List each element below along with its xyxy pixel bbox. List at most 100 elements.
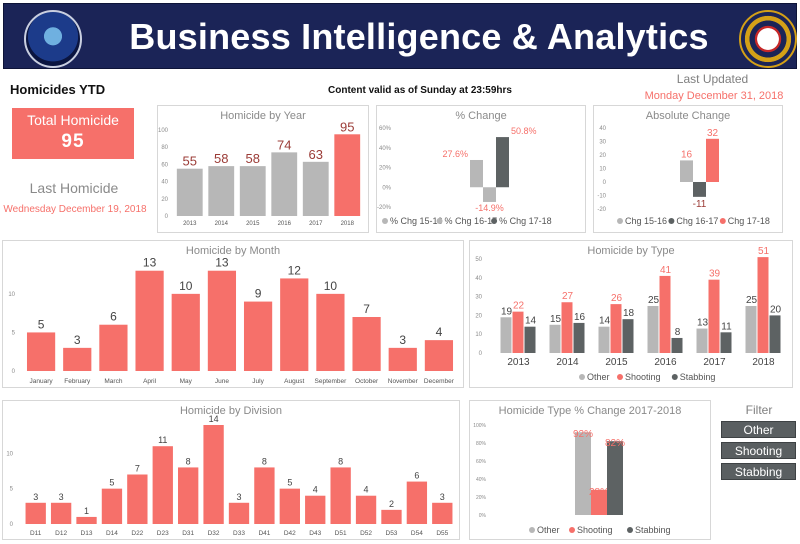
data-label: 18	[623, 308, 635, 319]
bar	[203, 425, 224, 524]
chart-title: Homicide by Type	[587, 245, 674, 257]
x-tick-label: D14	[106, 530, 118, 537]
legend-item: Chg 16-17	[676, 216, 718, 226]
x-tick-label: March	[104, 378, 122, 385]
legend-item: Chg 15-16	[625, 216, 667, 226]
x-tick-label: 2017	[703, 357, 726, 368]
x-tick-label: D51	[335, 530, 347, 537]
y-tick-label: 30	[475, 295, 482, 301]
legend-marker	[719, 218, 726, 224]
data-label: 27	[562, 291, 574, 302]
x-tick-label: D31	[182, 530, 194, 537]
data-label: 25	[746, 295, 758, 306]
x-tick-label: April	[143, 378, 157, 385]
data-label: 8	[262, 456, 267, 466]
y-tick-label: 50	[475, 257, 482, 263]
bar	[352, 317, 381, 371]
card-by-month: Homicide by Month 0 5 10 5 January 3 February 6 M…	[2, 240, 464, 388]
legend-item: Chg 17-18	[728, 216, 770, 226]
chart-title: Homicide by Division	[180, 405, 282, 417]
bar	[706, 138, 719, 182]
total-homicide-card: Total Homicide 95	[12, 108, 134, 159]
card-by-type: Homicide by Type 0 10 20 30 40 50 19 22 14 2013 15 2…	[469, 240, 793, 388]
filter-shooting-button[interactable]: Shooting	[721, 442, 796, 459]
y-tick-label: 10	[8, 292, 15, 298]
bar	[254, 467, 275, 524]
bar	[622, 319, 634, 353]
x-tick-label: D55	[436, 530, 448, 537]
data-label: 13	[697, 318, 709, 329]
bar	[470, 159, 483, 188]
data-label: 14	[525, 316, 537, 327]
x-tick-label: February	[64, 378, 91, 385]
card-by-year: Homicide by Year 0 20 40 60 80 100 55 2013 58 2014…	[157, 105, 369, 233]
filter-other-button[interactable]: Other	[721, 421, 796, 438]
data-label: 3	[440, 492, 445, 502]
bar	[424, 340, 454, 371]
y-tick-label: 80	[161, 145, 168, 151]
data-label: 58	[214, 151, 228, 166]
chart-title: Homicide Type % Change 2017-2018	[499, 405, 682, 417]
bar	[26, 332, 56, 371]
chart-homicide-by-month: Homicide by Month 0 5 10 5 January 3 February 6 M…	[8, 245, 454, 385]
x-tick-label: D42	[284, 530, 296, 537]
bar	[305, 495, 326, 524]
bar	[575, 432, 591, 515]
bar	[50, 502, 72, 524]
legend-item: Shooting	[625, 372, 661, 382]
data-label: 50.8%	[511, 126, 537, 136]
legend-item: % Chg 17-18	[499, 216, 552, 226]
card-pct-change: % Change -20% 0% 20% 40% 60% 27.6% -14.9% 50.8%%…	[376, 105, 586, 233]
legend-item: % Chg 15-16	[390, 216, 443, 226]
bar	[178, 467, 199, 524]
data-label: 10	[324, 279, 338, 293]
y-tick-label: 20	[599, 153, 606, 159]
bar	[171, 293, 200, 371]
legend-marker	[668, 218, 675, 224]
legend-marker	[436, 218, 443, 224]
bar	[243, 301, 273, 371]
legend-marker	[617, 374, 623, 380]
y-tick-label: 0	[12, 369, 16, 375]
x-tick-label: January	[30, 378, 54, 385]
last-homicide-label: Last Homicide	[29, 180, 119, 196]
bar	[76, 516, 97, 524]
bar	[176, 168, 203, 216]
x-tick-label: D33	[233, 530, 245, 537]
data-label: 8	[186, 456, 191, 466]
y-tick-label: -10	[597, 194, 606, 200]
data-label: 5	[109, 478, 114, 488]
data-label: 22	[513, 301, 525, 312]
filter-stabbing-button[interactable]: Stabbing	[721, 463, 796, 480]
y-tick-label: 10	[475, 332, 482, 338]
data-label: 92%	[573, 429, 593, 440]
legend-marker	[617, 218, 623, 224]
chart-pct-change: % Change -20% 0% 20% 40% 60% 27.6% -14.9% 50.8%%…	[377, 110, 552, 226]
bar	[388, 347, 417, 371]
x-tick-label: D43	[309, 530, 321, 537]
bar	[101, 488, 123, 524]
y-tick-label: 40	[599, 126, 606, 132]
x-tick-label: 2013	[507, 357, 530, 368]
data-label: 12	[288, 263, 302, 277]
x-tick-label: D41	[258, 530, 270, 537]
bar	[610, 304, 622, 353]
bar	[316, 293, 345, 371]
data-label: 4	[364, 485, 369, 495]
y-tick-label: 20%	[476, 495, 487, 501]
x-tick-label: May	[180, 378, 193, 385]
data-label: 3	[33, 492, 38, 502]
data-label: 13	[215, 256, 229, 270]
x-tick-label: 2018	[752, 357, 775, 368]
bar	[573, 322, 585, 353]
x-tick-label: 2018	[341, 221, 355, 227]
y-tick-label: 60%	[476, 459, 487, 465]
data-label: 5	[287, 478, 292, 488]
data-label: 14	[599, 316, 611, 327]
data-label: 10	[179, 279, 193, 293]
y-tick-label: 0	[10, 522, 14, 528]
section-label: Homicides YTD	[10, 82, 106, 97]
x-tick-label: D53	[386, 530, 398, 537]
data-label: 8	[338, 456, 343, 466]
bar	[512, 311, 524, 353]
